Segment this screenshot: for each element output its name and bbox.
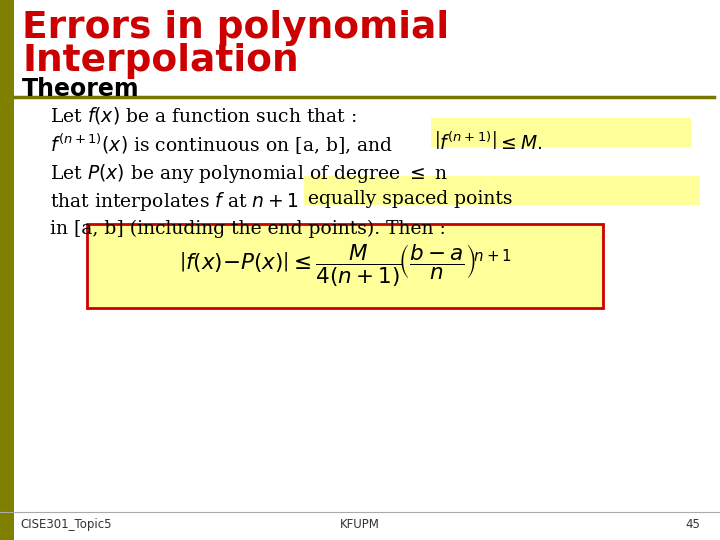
Text: Errors in polynomial: Errors in polynomial — [22, 10, 449, 46]
Text: 45: 45 — [685, 518, 700, 531]
Text: $\left|f^{(n+1)}\right|\leq M.$: $\left|f^{(n+1)}\right|\leq M.$ — [434, 132, 542, 154]
Text: $\left|f(x)\mathrm{-}P(x)\right|\leq\dfrac{M}{4(n+1)}\!\left(\dfrac{b-a}{n}\righ: $\left|f(x)\mathrm{-}P(x)\right|\leq\dfr… — [179, 242, 511, 288]
Text: CISE301_Topic5: CISE301_Topic5 — [20, 518, 112, 531]
Text: Let $P(x)$ be any polynomial of degree $\leq$ n: Let $P(x)$ be any polynomial of degree $… — [50, 162, 448, 185]
Text: in [a, b] (including the end points). Then :: in [a, b] (including the end points). Th… — [50, 220, 446, 238]
Text: KFUPM: KFUPM — [340, 518, 380, 531]
Bar — [0, 0, 14, 540]
Text: Theorem: Theorem — [22, 77, 140, 101]
FancyBboxPatch shape — [87, 224, 603, 308]
Text: equally spaced points: equally spaced points — [308, 190, 513, 208]
Text: Interpolation: Interpolation — [22, 43, 299, 79]
FancyBboxPatch shape — [431, 118, 691, 147]
Text: $f^{(n+1)}(x)$ is continuous on [a, b], and: $f^{(n+1)}(x)$ is continuous on [a, b], … — [50, 132, 393, 157]
Text: that interpolates $f$ at $n+1$: that interpolates $f$ at $n+1$ — [50, 190, 299, 213]
FancyBboxPatch shape — [304, 176, 700, 205]
Text: Let $f(x)$ be a function such that :: Let $f(x)$ be a function such that : — [50, 105, 357, 126]
